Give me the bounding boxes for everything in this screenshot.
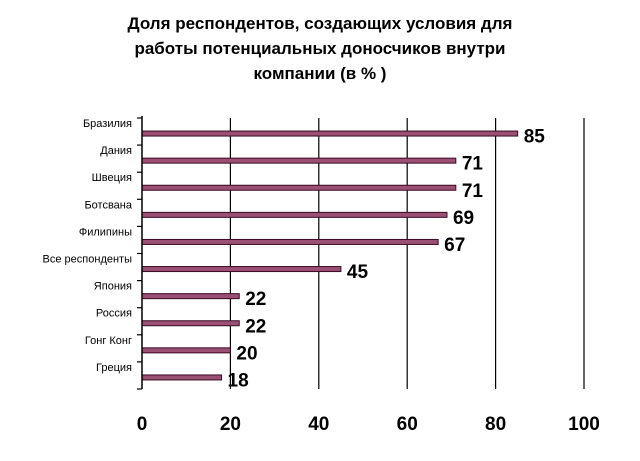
category-label-3: Ботсвана: [84, 199, 132, 211]
bar-3: [141, 211, 448, 218]
x-tick-label-0: 0: [137, 414, 148, 435]
category-label-2: Швеция: [92, 172, 132, 184]
bar-8: [141, 347, 231, 354]
data-label-0: 85: [524, 127, 546, 148]
data-label-3: 69: [453, 208, 474, 229]
x-tick-label-4: 80: [485, 414, 506, 435]
data-label-2: 71: [462, 181, 484, 202]
data-label-1: 71: [462, 154, 484, 175]
category-label-4: Филипины: [79, 226, 132, 238]
x-tick-label-5: 100: [568, 414, 600, 435]
bar-7: [141, 320, 240, 327]
category-label-1: Дания: [100, 145, 132, 157]
category-label-9: Греция: [96, 362, 132, 374]
data-label-9: 18: [228, 370, 249, 391]
chart-title-line-2: работы потенциальных доносчиков внутри: [134, 39, 506, 58]
category-label-5: Все респонденты: [43, 254, 133, 266]
category-label-7: Россия: [96, 308, 132, 320]
chart-title-line-3: компании (в % ): [253, 64, 387, 83]
data-label-8: 20: [236, 343, 257, 364]
bar-5: [141, 266, 342, 273]
x-tick-label-3: 60: [397, 414, 418, 435]
data-label-6: 22: [245, 289, 266, 310]
category-label-8: Гонг Конг: [85, 335, 132, 347]
x-tick-label-2: 40: [308, 414, 329, 435]
chart-title-line-1: Доля респондентов, создающих условия для: [127, 14, 513, 33]
bar-9: [141, 374, 223, 381]
data-label-5: 45: [347, 262, 369, 283]
category-label-0: Бразилия: [83, 118, 132, 130]
category-label-6: Япония: [94, 281, 132, 293]
bar-4: [141, 238, 439, 245]
bar-0: [141, 130, 519, 137]
data-label-7: 22: [245, 316, 266, 337]
bar-1: [141, 157, 457, 164]
bar-2: [141, 184, 457, 191]
x-tick-label-1: 20: [220, 414, 241, 435]
bar-6: [141, 293, 240, 300]
data-label-4: 67: [444, 235, 465, 256]
